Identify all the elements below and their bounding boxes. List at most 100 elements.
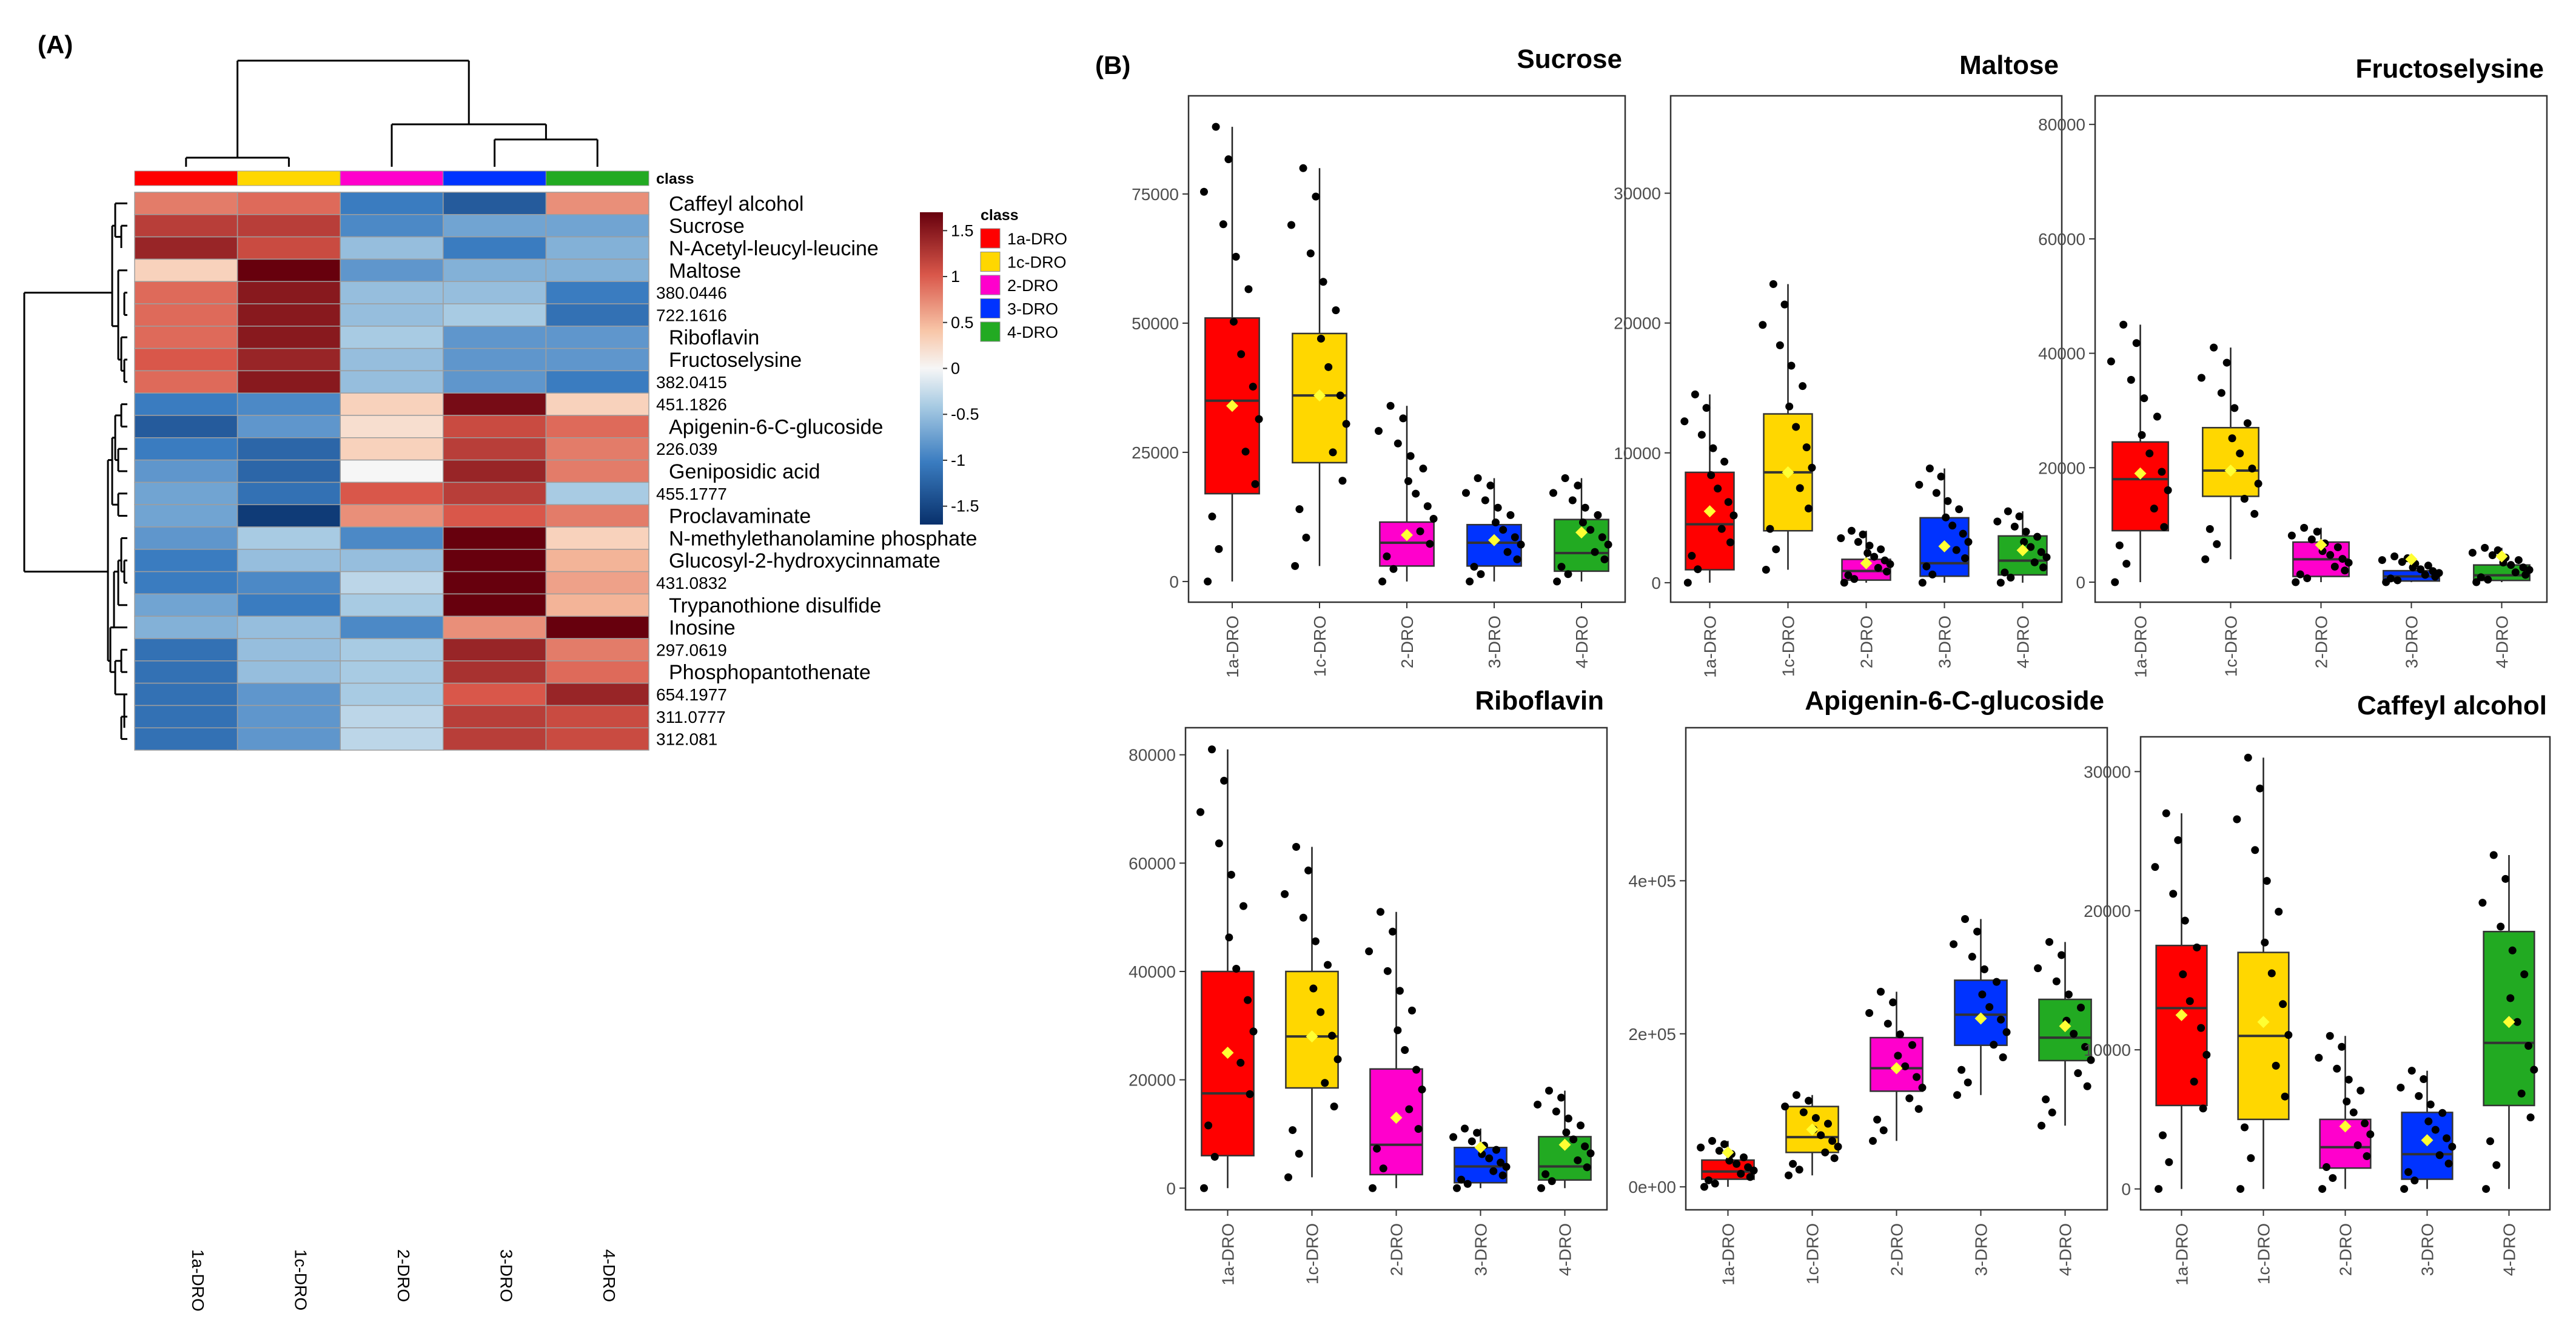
y-tick-label: 10000 — [1614, 444, 1661, 463]
heatmap-row-label: Riboflavin — [669, 326, 759, 349]
mean-marker — [1306, 1030, 1318, 1043]
jitter-point — [2001, 568, 2009, 577]
heatmap-row-label: 654.1977 — [656, 685, 727, 704]
jitter-point — [1769, 280, 1777, 288]
heatmap-cell — [134, 437, 238, 461]
jitter-point — [1726, 538, 1734, 546]
jitter-point — [2349, 1108, 2358, 1116]
jitter-point — [2007, 573, 2015, 582]
heatmap-cell — [134, 370, 238, 394]
heatmap-cell — [340, 192, 444, 215]
jitter-point — [2330, 562, 2339, 571]
jitter-point — [1224, 155, 1233, 164]
jitter-point — [2287, 531, 2296, 540]
jitter-point — [1249, 1027, 1258, 1036]
jitter-point — [1688, 552, 1696, 560]
x-tick-label: 1c-DRO — [1779, 616, 1798, 677]
legend-swatch — [980, 321, 1001, 342]
jitter-point — [1844, 571, 1853, 580]
jitter-point — [1840, 579, 1848, 587]
jitter-point — [1581, 1142, 1589, 1150]
jitter-point — [1746, 1173, 1754, 1181]
heatmap-row-label: 311.0777 — [656, 708, 726, 726]
jitter-point — [1453, 1184, 1461, 1192]
jitter-point — [2020, 538, 2028, 546]
jitter-point — [1416, 527, 1424, 535]
boxplot-title: Caffeyl alcohol — [2357, 691, 2547, 720]
jitter-point — [1401, 1045, 1409, 1054]
x-tick-label: 1a-DRO — [1719, 1223, 1738, 1286]
x-tick-label: 1a-DRO — [2132, 616, 2150, 678]
heatmap-cell — [134, 682, 238, 706]
jitter-point — [1772, 545, 1780, 554]
legend-swatch — [980, 275, 1001, 295]
x-tick-label: 4-DRO — [1572, 616, 1591, 668]
jitter-point — [2468, 548, 2477, 557]
jitter-point — [1600, 555, 1609, 563]
y-tick-label: 20000 — [1614, 314, 1661, 333]
jitter-point — [2210, 343, 2218, 352]
jitter-point — [1865, 1009, 1874, 1018]
jitter-point — [1304, 866, 1313, 874]
heatmap-cell — [236, 571, 341, 595]
jitter-point — [1802, 443, 1811, 452]
jitter-point — [1749, 1166, 1758, 1175]
jitter-point — [1552, 1107, 1560, 1116]
y-tick-label: 20000 — [2084, 902, 2131, 921]
jitter-point — [1244, 996, 1252, 1004]
jitter-point — [1817, 1131, 1825, 1139]
heatmap-row-label: 297.0619 — [656, 640, 727, 659]
jitter-point — [1196, 808, 1205, 816]
jitter-point — [1950, 940, 1958, 948]
jitter-point — [1562, 1128, 1571, 1136]
jitter-point — [1996, 579, 2005, 587]
jitter-point — [2074, 1069, 2082, 1078]
heatmap-cell — [236, 526, 341, 550]
jitter-point — [1776, 341, 1784, 349]
jitter-point — [1717, 525, 1726, 533]
jitter-point — [2002, 1028, 2011, 1036]
jitter-point — [1389, 927, 1397, 936]
jitter-point — [1905, 1094, 1914, 1102]
jitter-point — [1877, 545, 1885, 554]
jitter-point — [2228, 434, 2236, 443]
heatmap-row-label: Phosphopantothenate — [669, 661, 871, 684]
legend-entry: 4-DRO — [1007, 323, 1058, 341]
jitter-point — [1336, 391, 1344, 400]
x-tick-label: 1a-DRO — [1223, 616, 1242, 678]
panel-label-a: (A) — [38, 30, 73, 59]
heatmap-cell — [236, 347, 341, 372]
x-tick-label: 3-DRO — [2403, 616, 2421, 668]
jitter-point — [2333, 543, 2342, 551]
jitter-point — [2004, 507, 2012, 515]
heatmap-cell — [443, 660, 547, 684]
jitter-point — [2520, 970, 2529, 979]
jitter-point — [2233, 815, 2241, 824]
heatmap-cell — [443, 281, 547, 304]
x-tick-label: 1a-DRO — [2173, 1223, 2192, 1286]
jitter-point — [1948, 522, 1957, 530]
jitter-point — [1828, 1136, 1837, 1145]
heatmap-row-label: 455.1777 — [656, 485, 727, 503]
x-tick-label: 2-DRO — [1387, 1223, 1406, 1276]
jitter-point — [1944, 497, 1952, 505]
jitter-point — [1586, 526, 1595, 534]
jitter-point — [2497, 922, 2505, 931]
class-annotation-cell — [237, 170, 341, 186]
jitter-point — [2488, 551, 2497, 559]
jitter-point — [1576, 1121, 1585, 1130]
jitter-point — [2420, 1075, 2428, 1084]
jitter-point — [1295, 505, 1304, 514]
boxplot-title: Sucrose — [1517, 44, 1622, 74]
jitter-point — [2343, 1097, 2351, 1106]
jitter-point — [1534, 1100, 1542, 1109]
jitter-point — [2344, 559, 2353, 567]
heatmap-cell — [236, 727, 341, 751]
heatmap-cell — [443, 616, 547, 639]
jitter-point — [1249, 383, 1257, 391]
class-annotation-cell — [545, 170, 649, 186]
mean-marker — [1974, 1012, 1987, 1025]
jitter-point — [2230, 404, 2239, 412]
jitter-point — [1952, 546, 1961, 554]
heatmap-cell — [340, 303, 444, 327]
